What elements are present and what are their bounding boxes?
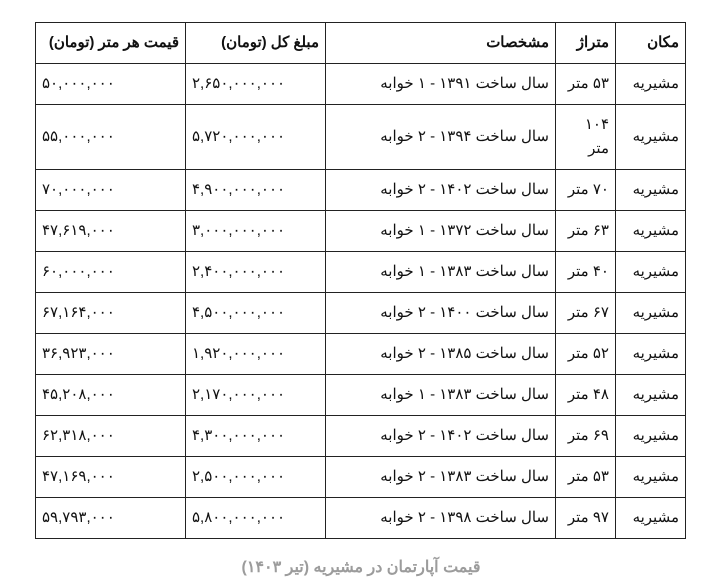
cell-total: ۴,۵۰۰,۰۰۰,۰۰۰: [186, 293, 326, 334]
cell-total: ۱,۹۲۰,۰۰۰,۰۰۰: [186, 334, 326, 375]
cell-ppm: ۳۶,۹۲۳,۰۰۰: [36, 334, 186, 375]
cell-area: ۴۸ متر: [556, 375, 616, 416]
cell-location: مشیریه: [616, 498, 686, 539]
cell-area: ۷۰ متر: [556, 170, 616, 211]
cell-spec: سال ساخت ۱۳۸۳ - ۱ خوابه: [326, 252, 556, 293]
table-row: مشیریه۵۳ مترسال ساخت ۱۳۸۳ - ۲ خوابه۲,۵۰۰…: [36, 457, 686, 498]
cell-spec: سال ساخت ۱۳۸۵ - ۲ خوابه: [326, 334, 556, 375]
cell-area: ۱۰۴ متر: [556, 105, 616, 170]
table-header-row: مکان متراژ مشخصات مبلغ کل (تومان) قیمت ه…: [36, 23, 686, 64]
cell-area: ۵۳ متر: [556, 64, 616, 105]
cell-location: مشیریه: [616, 334, 686, 375]
col-spec-header: مشخصات: [326, 23, 556, 64]
table-row: مشیریه۹۷ مترسال ساخت ۱۳۹۸ - ۲ خوابه۵,۸۰۰…: [36, 498, 686, 539]
cell-spec: سال ساخت ۱۳۹۱ - ۱ خوابه: [326, 64, 556, 105]
cell-total: ۴,۹۰۰,۰۰۰,۰۰۰: [186, 170, 326, 211]
cell-ppm: ۴۷,۶۱۹,۰۰۰: [36, 211, 186, 252]
cell-location: مشیریه: [616, 293, 686, 334]
cell-spec: سال ساخت ۱۴۰۲ - ۲ خوابه: [326, 416, 556, 457]
col-ppm-header: قیمت هر متر (تومان): [36, 23, 186, 64]
cell-ppm: ۵۰,۰۰۰,۰۰۰: [36, 64, 186, 105]
col-area-header: متراژ: [556, 23, 616, 64]
table-row: مشیریه۵۳ مترسال ساخت ۱۳۹۱ - ۱ خوابه۲,۶۵۰…: [36, 64, 686, 105]
cell-location: مشیریه: [616, 375, 686, 416]
table-row: مشیریه۱۰۴ مترسال ساخت ۱۳۹۴ - ۲ خوابه۵,۷۲…: [36, 105, 686, 170]
cell-area: ۵۲ متر: [556, 334, 616, 375]
cell-area: ۶۷ متر: [556, 293, 616, 334]
cell-location: مشیریه: [616, 252, 686, 293]
cell-spec: سال ساخت ۱۳۹۸ - ۲ خوابه: [326, 498, 556, 539]
price-table: مکان متراژ مشخصات مبلغ کل (تومان) قیمت ه…: [35, 22, 686, 539]
table-row: مشیریه۴۸ مترسال ساخت ۱۳۸۳ - ۱ خوابه۲,۱۷۰…: [36, 375, 686, 416]
cell-total: ۵,۷۲۰,۰۰۰,۰۰۰: [186, 105, 326, 170]
table-body: مشیریه۵۳ مترسال ساخت ۱۳۹۱ - ۱ خوابه۲,۶۵۰…: [36, 64, 686, 539]
cell-total: ۴,۳۰۰,۰۰۰,۰۰۰: [186, 416, 326, 457]
cell-area: ۹۷ متر: [556, 498, 616, 539]
cell-spec: سال ساخت ۱۴۰۰ - ۲ خوابه: [326, 293, 556, 334]
table-caption: قیمت آپارتمان در مشیریه (تیر ۱۴۰۳): [36, 557, 686, 577]
cell-spec: سال ساخت ۱۳۸۳ - ۱ خوابه: [326, 375, 556, 416]
table-row: مشیریه۷۰ مترسال ساخت ۱۴۰۲ - ۲ خوابه۴,۹۰۰…: [36, 170, 686, 211]
cell-ppm: ۶۲,۳۱۸,۰۰۰: [36, 416, 186, 457]
cell-area: ۵۳ متر: [556, 457, 616, 498]
cell-ppm: ۴۷,۱۶۹,۰۰۰: [36, 457, 186, 498]
table-row: مشیریه۶۷ مترسال ساخت ۱۴۰۰ - ۲ خوابه۴,۵۰۰…: [36, 293, 686, 334]
col-total-header: مبلغ کل (تومان): [186, 23, 326, 64]
cell-total: ۲,۱۷۰,۰۰۰,۰۰۰: [186, 375, 326, 416]
cell-ppm: ۵۵,۰۰۰,۰۰۰: [36, 105, 186, 170]
table-row: مشیریه۵۲ مترسال ساخت ۱۳۸۵ - ۲ خوابه۱,۹۲۰…: [36, 334, 686, 375]
cell-location: مشیریه: [616, 416, 686, 457]
cell-location: مشیریه: [616, 211, 686, 252]
cell-area: ۴۰ متر: [556, 252, 616, 293]
cell-ppm: ۷۰,۰۰۰,۰۰۰: [36, 170, 186, 211]
table-row: مشیریه۶۳ مترسال ساخت ۱۳۷۲ - ۱ خوابه۳,۰۰۰…: [36, 211, 686, 252]
table-row: مشیریه۶۹ مترسال ساخت ۱۴۰۲ - ۲ خوابه۴,۳۰۰…: [36, 416, 686, 457]
cell-total: ۲,۵۰۰,۰۰۰,۰۰۰: [186, 457, 326, 498]
cell-location: مشیریه: [616, 64, 686, 105]
cell-ppm: ۴۵,۲۰۸,۰۰۰: [36, 375, 186, 416]
cell-area: ۶۳ متر: [556, 211, 616, 252]
cell-total: ۵,۸۰۰,۰۰۰,۰۰۰: [186, 498, 326, 539]
cell-spec: سال ساخت ۱۳۸۳ - ۲ خوابه: [326, 457, 556, 498]
cell-spec: سال ساخت ۱۳۷۲ - ۱ خوابه: [326, 211, 556, 252]
col-location-header: مکان: [616, 23, 686, 64]
cell-spec: سال ساخت ۱۳۹۴ - ۲ خوابه: [326, 105, 556, 170]
cell-ppm: ۶۰,۰۰۰,۰۰۰: [36, 252, 186, 293]
cell-spec: سال ساخت ۱۴۰۲ - ۲ خوابه: [326, 170, 556, 211]
table-row: مشیریه۴۰ مترسال ساخت ۱۳۸۳ - ۱ خوابه۲,۴۰۰…: [36, 252, 686, 293]
cell-area: ۶۹ متر: [556, 416, 616, 457]
cell-location: مشیریه: [616, 170, 686, 211]
cell-total: ۲,۶۵۰,۰۰۰,۰۰۰: [186, 64, 326, 105]
cell-total: ۳,۰۰۰,۰۰۰,۰۰۰: [186, 211, 326, 252]
cell-total: ۲,۴۰۰,۰۰۰,۰۰۰: [186, 252, 326, 293]
cell-ppm: ۵۹,۷۹۳,۰۰۰: [36, 498, 186, 539]
cell-ppm: ۶۷,۱۶۴,۰۰۰: [36, 293, 186, 334]
cell-location: مشیریه: [616, 457, 686, 498]
cell-location: مشیریه: [616, 105, 686, 170]
